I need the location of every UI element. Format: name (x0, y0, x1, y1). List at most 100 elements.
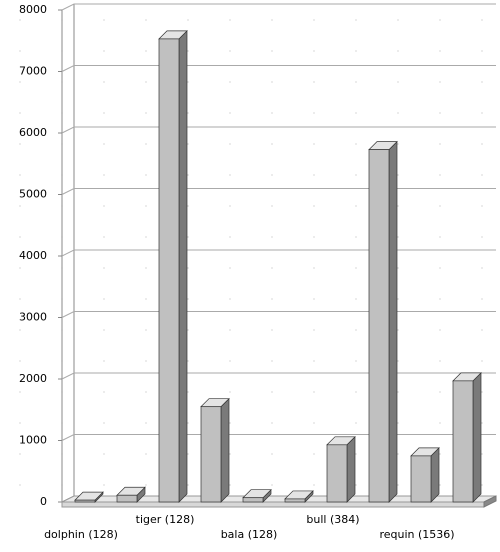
bg-dot (439, 453, 441, 455)
x-tick-label: requin (1536) (379, 528, 454, 541)
bg-dot (229, 391, 231, 393)
x-tick-label: bull (384) (306, 513, 359, 526)
bar-side (430, 447, 440, 503)
bg-dot (187, 143, 189, 145)
bg-dot (481, 236, 483, 238)
bg-dot (229, 112, 231, 114)
bg-dot (229, 484, 231, 486)
bg-dot (355, 298, 357, 300)
bg-dot (271, 143, 273, 145)
bg-dot (481, 453, 483, 455)
bg-dot (145, 360, 147, 362)
bg-dot (397, 50, 399, 52)
bg-dot (313, 484, 315, 486)
bg-dot (313, 19, 315, 21)
bg-dot (481, 81, 483, 83)
bar-side (220, 397, 230, 503)
bg-dot (103, 205, 105, 207)
bar (326, 435, 356, 503)
bg-dot (271, 391, 273, 393)
bg-dot (229, 205, 231, 207)
grid-line (61, 434, 496, 441)
bg-dot (397, 422, 399, 424)
bg-dot (145, 453, 147, 455)
y-tick-label: 6000 (19, 126, 47, 139)
bg-dot (145, 50, 147, 52)
bar-front (242, 497, 264, 503)
bg-dot (355, 19, 357, 21)
bg-dot (439, 360, 441, 362)
bg-dot (313, 205, 315, 207)
x-tick-label: bala (128) (221, 528, 278, 541)
bg-dot (439, 174, 441, 176)
bar-front (410, 455, 432, 503)
bg-dot (355, 174, 357, 176)
bg-dot (439, 112, 441, 114)
floor-side (483, 495, 497, 508)
bg-dot (313, 329, 315, 331)
bg-dot (145, 267, 147, 269)
bg-dot (355, 143, 357, 145)
bg-dot (481, 329, 483, 331)
bg-dot (187, 205, 189, 207)
bg-dot (19, 143, 21, 145)
bg-dot (439, 50, 441, 52)
bar-front (116, 494, 138, 503)
bg-dot (19, 329, 21, 331)
bg-dot (19, 484, 21, 486)
bg-dot (271, 329, 273, 331)
bg-dot (187, 267, 189, 269)
bar-side (346, 435, 356, 503)
bg-dot (481, 143, 483, 145)
x-tick-label: dolphin (128) (44, 528, 118, 541)
bg-dot (145, 19, 147, 21)
grid-line (61, 65, 496, 72)
bg-dot (145, 422, 147, 424)
y-tick-label: 3000 (19, 311, 47, 324)
bg-dot (355, 112, 357, 114)
bar-front (74, 499, 96, 503)
bg-dot (271, 298, 273, 300)
bg-dot (481, 422, 483, 424)
bg-dot (229, 81, 231, 83)
bg-dot (397, 236, 399, 238)
bg-dot (397, 329, 399, 331)
bar-front (326, 444, 348, 503)
bg-dot (271, 422, 273, 424)
bg-dot (229, 453, 231, 455)
bg-dot (145, 236, 147, 238)
bg-dot (439, 143, 441, 145)
bg-dot (355, 267, 357, 269)
bar (452, 372, 482, 503)
bg-dot (187, 112, 189, 114)
bg-dot (229, 298, 231, 300)
bg-dot (19, 298, 21, 300)
bg-dot (187, 391, 189, 393)
bg-dot (19, 50, 21, 52)
bar (116, 486, 146, 503)
grid-line (61, 249, 496, 257)
floor-front (61, 501, 485, 508)
bg-dot (355, 205, 357, 207)
bg-dot (271, 205, 273, 207)
y-tick-label: 5000 (19, 188, 47, 201)
bg-dot (229, 19, 231, 21)
bg-dot (271, 453, 273, 455)
y-tick-label: 2000 (19, 372, 47, 385)
bg-dot (271, 81, 273, 83)
bg-dot (19, 236, 21, 238)
bg-dot (271, 484, 273, 486)
y-tick-label: 4000 (19, 249, 47, 262)
bg-dot (103, 236, 105, 238)
bg-dot (397, 267, 399, 269)
bg-dot (229, 50, 231, 52)
bg-dot (313, 50, 315, 52)
bg-dot (439, 391, 441, 393)
bg-dot (481, 298, 483, 300)
bar (200, 397, 230, 503)
bg-dot (355, 50, 357, 52)
bg-dot (397, 205, 399, 207)
bg-dot (103, 81, 105, 83)
bg-dot (271, 174, 273, 176)
